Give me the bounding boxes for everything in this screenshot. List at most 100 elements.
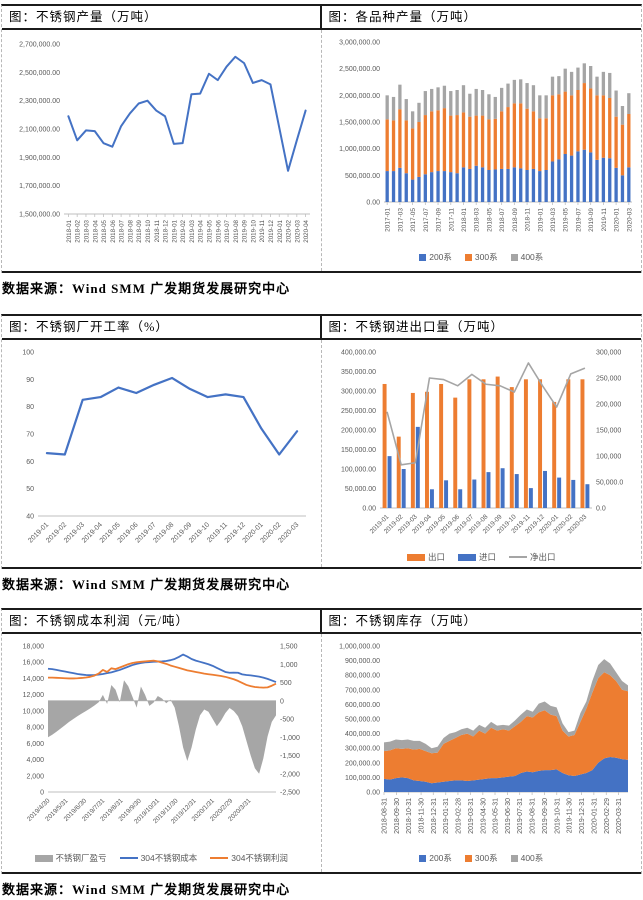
svg-text:0.00: 0.00 (366, 790, 380, 797)
chart-row-2: 图：不锈钢厂开工率（%） 图：不锈钢进出口量（万吨） 40 50 60 70 80 90 1… (1, 314, 642, 569)
svg-text:2018-07: 2018-07 (499, 208, 506, 232)
legend-label: 400系 (520, 252, 544, 262)
svg-text:2018-05: 2018-05 (486, 208, 493, 232)
svg-text:2017-07: 2017-07 (422, 208, 429, 232)
legend-item: 出口 (406, 551, 445, 563)
svg-text:2019-11-30: 2019-11-30 (566, 798, 573, 833)
svg-text:2,700,000.00: 2,700,000.00 (19, 42, 60, 49)
svg-text:2020-02-29: 2020-02-29 (603, 798, 610, 834)
svg-text:400,000.00: 400,000.00 (344, 731, 379, 738)
svg-text:150,000.00: 150,000.00 (340, 447, 375, 454)
svg-text:2019-05: 2019-05 (206, 219, 213, 242)
chart-legend: 出口 进口 净出口 (322, 551, 642, 563)
svg-text:2,500,000.00: 2,500,000.00 (19, 70, 60, 77)
svg-text:10,000: 10,000 (23, 708, 45, 715)
chart-legend: 200系 300系 400系 (322, 251, 642, 263)
svg-text:1,500: 1,500 (280, 644, 298, 651)
chart-title-inventory: 图：不锈钢库存（万吨） (328, 614, 478, 628)
legend-swatch (34, 854, 53, 862)
svg-text:2020-03-31: 2020-03-31 (615, 798, 622, 834)
svg-text:2018-06: 2018-06 (110, 219, 117, 242)
chart-title-production: 图：不锈钢产量（万吨） (2, 6, 322, 28)
legend-item: 300系 (464, 251, 498, 263)
legend-label: 进口 (478, 552, 496, 562)
legend-item: 304不锈钢利润 (210, 852, 288, 864)
svg-text:12,000: 12,000 (23, 692, 45, 699)
svg-text:2017-05: 2017-05 (410, 208, 417, 232)
legend-item: 净出口 (509, 551, 556, 563)
svg-text:1,500,000.00: 1,500,000.00 (339, 120, 380, 127)
svg-text:2018-09: 2018-09 (511, 208, 518, 232)
svg-text:2019-01-31: 2019-01-31 (443, 798, 450, 834)
svg-text:2018-04: 2018-04 (92, 219, 99, 242)
svg-text:80: 80 (26, 404, 34, 411)
legend-swatch (457, 553, 476, 561)
svg-text:-500: -500 (280, 717, 294, 724)
svg-text:100,000.00: 100,000.00 (340, 467, 375, 474)
svg-text:14,000: 14,000 (23, 676, 45, 683)
legend-swatch (210, 856, 229, 860)
svg-text:2018-10: 2018-10 (145, 219, 152, 242)
legend-item: 304不锈钢成本 (119, 852, 198, 864)
svg-text:2018-09-30: 2018-09-30 (393, 798, 400, 834)
svg-text:1,000,000.00: 1,000,000.00 (339, 644, 380, 651)
svg-text:2020-03: 2020-03 (294, 219, 301, 242)
svg-text:2018-11: 2018-11 (154, 219, 161, 242)
svg-text:2019-09-30: 2019-09-30 (542, 798, 549, 834)
svg-text:2019-05-31: 2019-05-31 (492, 798, 499, 834)
row-gap (0, 297, 643, 314)
svg-text:300,000: 300,000 (596, 350, 621, 357)
svg-text:6,000: 6,000 (26, 741, 44, 748)
svg-text:2020-02: 2020-02 (286, 219, 293, 242)
svg-text:2020-01-31: 2020-01-31 (591, 798, 598, 834)
svg-text:500: 500 (280, 680, 292, 687)
chart-title-trade: 图：不锈钢进出口量（万吨） (328, 320, 505, 334)
svg-text:2019-08: 2019-08 (233, 219, 240, 242)
legend-label: 304不锈钢成本 (140, 853, 198, 863)
legend-label: 400系 (520, 853, 544, 863)
svg-text:2019-10: 2019-10 (250, 219, 257, 242)
legend-label: 300系 (474, 853, 498, 863)
svg-text:2017-09: 2017-09 (435, 208, 442, 232)
svg-text:2018-11-30: 2018-11-30 (418, 798, 425, 833)
svg-text:2020-03: 2020-03 (626, 208, 633, 232)
svg-text:2,300,000.00: 2,300,000.00 (19, 98, 60, 105)
svg-text:1,500,000.00: 1,500,000.00 (19, 212, 60, 219)
chart-panel-oprate: 40 50 60 70 80 90 100 2019-01 2019-02 2019-03 2019… (2, 340, 322, 567)
svg-text:2018-08: 2018-08 (127, 219, 134, 242)
svg-text:2019-02-28: 2019-02-28 (455, 798, 462, 834)
svg-text:2018-03: 2018-03 (473, 208, 480, 232)
byvariety-stacked-bar-chart: 0.00 500,000.00 1,000,000.00 1,500,000.00 2,… (339, 40, 633, 232)
legend-item: 300系 (464, 852, 498, 864)
svg-text:2018-12: 2018-12 (163, 219, 170, 242)
svg-text:300,000.00: 300,000.00 (340, 389, 375, 396)
svg-text:2018-10-31: 2018-10-31 (406, 798, 413, 834)
svg-text:600,000.00: 600,000.00 (344, 702, 379, 709)
legend-item: 400系 (510, 852, 544, 864)
svg-text:0: 0 (280, 698, 284, 705)
chart-legend: 200系 300系 400系 (322, 852, 642, 864)
svg-text:3,000,000.00: 3,000,000.00 (339, 40, 380, 47)
svg-text:2020-01: 2020-01 (613, 208, 620, 232)
svg-text:2019-07-31: 2019-07-31 (517, 798, 524, 834)
svg-text:2,100,000.00: 2,100,000.00 (19, 127, 60, 134)
legend-swatch (119, 856, 138, 860)
chart-title-byvariety: 图：各品种产量（万吨） (328, 10, 478, 24)
legend-swatch (419, 854, 427, 862)
svg-text:300,000.00: 300,000.00 (344, 746, 379, 753)
chart-row-1: 图：不锈钢产量（万吨） 图：各品种产量（万吨） 1,500,000.00 1,70… (1, 4, 642, 273)
svg-text:250,000: 250,000 (596, 376, 621, 383)
svg-text:2018-01: 2018-01 (66, 219, 73, 242)
svg-text:90: 90 (26, 377, 34, 384)
data-source-note: 数据来源：Wind SMM 广发期货发展研究中心 (2, 882, 291, 897)
chart-row-3: 图：不锈钢成本利润（元/吨） 图：不锈钢库存（万吨） 0 2,000 4,000 6,… (1, 608, 642, 874)
svg-text:2019-03: 2019-03 (189, 219, 196, 242)
svg-text:2019-01: 2019-01 (171, 219, 178, 242)
svg-text:2,000,000.00: 2,000,000.00 (339, 93, 380, 100)
svg-text:2019-09: 2019-09 (588, 208, 595, 232)
svg-text:0: 0 (40, 790, 44, 797)
svg-text:900,000.00: 900,000.00 (344, 658, 379, 665)
svg-text:150,000: 150,000 (596, 428, 621, 435)
chart-row-1-titles: 图：不锈钢产量（万吨） 图：各品种产量（万吨） (2, 6, 641, 30)
cost-profit-mixed-chart: 0 2,000 4,000 6,000 8,000 10,000 12,000 14,000 1… (23, 644, 300, 826)
